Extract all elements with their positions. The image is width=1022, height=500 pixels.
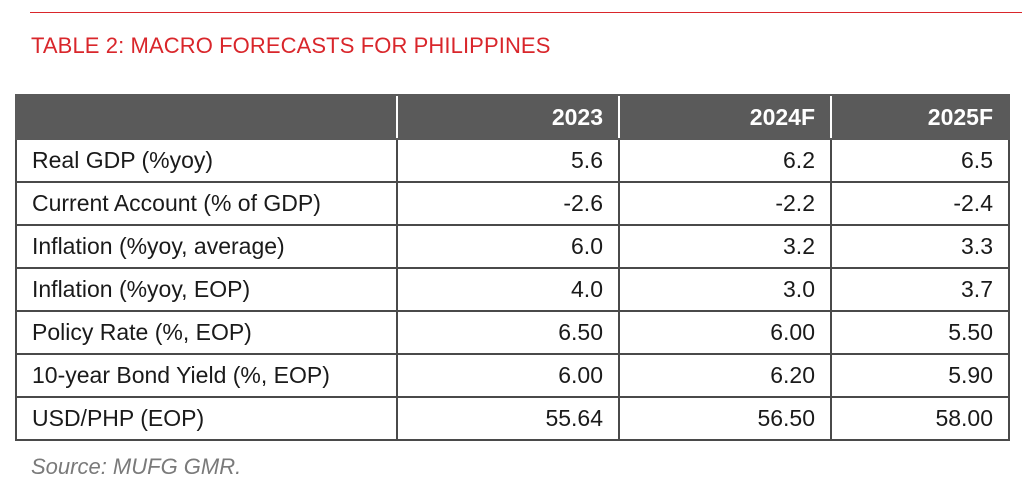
table-row: Inflation (%yoy, EOP) 4.0 3.0 3.7 bbox=[15, 267, 1010, 312]
cell-value: 4.0 bbox=[396, 267, 620, 312]
cell-value: 5.6 bbox=[396, 138, 620, 183]
row-label: Current Account (% of GDP) bbox=[15, 181, 398, 226]
cell-value: 56.50 bbox=[618, 396, 832, 441]
cell-value: 5.90 bbox=[830, 353, 1010, 398]
table-title: TABLE 2: MACRO FORECASTS FOR PHILIPPINES bbox=[31, 33, 551, 58]
cell-value: 6.20 bbox=[618, 353, 832, 398]
source-note: Source: MUFG GMR. bbox=[31, 454, 242, 479]
cell-value: 6.5 bbox=[830, 138, 1010, 183]
header-year-2023: 2023 bbox=[396, 94, 619, 140]
header-year-2025f: 2025F bbox=[830, 94, 1010, 140]
cell-value: 6.00 bbox=[396, 353, 620, 398]
row-label: 10-year Bond Yield (%, EOP) bbox=[15, 353, 398, 398]
row-label: Real GDP (%yoy) bbox=[15, 138, 398, 183]
cell-value: 6.0 bbox=[396, 224, 620, 269]
table-row: Current Account (% of GDP) -2.6 -2.2 -2.… bbox=[15, 181, 1010, 226]
table-row: Inflation (%yoy, average) 6.0 3.2 3.3 bbox=[15, 224, 1010, 269]
top-rule bbox=[30, 12, 1022, 13]
cell-value: 3.0 bbox=[618, 267, 832, 312]
cell-value: -2.2 bbox=[618, 181, 832, 226]
cell-value: -2.6 bbox=[396, 181, 620, 226]
cell-value: 6.2 bbox=[618, 138, 832, 183]
cell-value: 3.7 bbox=[830, 267, 1010, 312]
header-label-cell bbox=[15, 94, 397, 140]
table-header-row: 2023 2024F 2025F bbox=[15, 94, 1010, 140]
cell-value: 3.2 bbox=[618, 224, 832, 269]
cell-value: 58.00 bbox=[830, 396, 1010, 441]
cell-value: 6.50 bbox=[396, 310, 620, 355]
cell-value: 55.64 bbox=[396, 396, 620, 441]
row-label: Inflation (%yoy, average) bbox=[15, 224, 398, 269]
macro-forecast-table: 2023 2024F 2025F Real GDP (%yoy) 5.6 6.2… bbox=[15, 94, 1010, 441]
cell-value: 6.00 bbox=[618, 310, 832, 355]
row-label: USD/PHP (EOP) bbox=[15, 396, 398, 441]
header-year-2024f: 2024F bbox=[618, 94, 831, 140]
table-row: 10-year Bond Yield (%, EOP) 6.00 6.20 5.… bbox=[15, 353, 1010, 398]
row-label: Policy Rate (%, EOP) bbox=[15, 310, 398, 355]
cell-value: -2.4 bbox=[830, 181, 1010, 226]
cell-value: 5.50 bbox=[830, 310, 1010, 355]
cell-value: 3.3 bbox=[830, 224, 1010, 269]
table-row: USD/PHP (EOP) 55.64 56.50 58.00 bbox=[15, 396, 1010, 441]
table-row: Policy Rate (%, EOP) 6.50 6.00 5.50 bbox=[15, 310, 1010, 355]
row-label: Inflation (%yoy, EOP) bbox=[15, 267, 398, 312]
table-row: Real GDP (%yoy) 5.6 6.2 6.5 bbox=[15, 138, 1010, 183]
